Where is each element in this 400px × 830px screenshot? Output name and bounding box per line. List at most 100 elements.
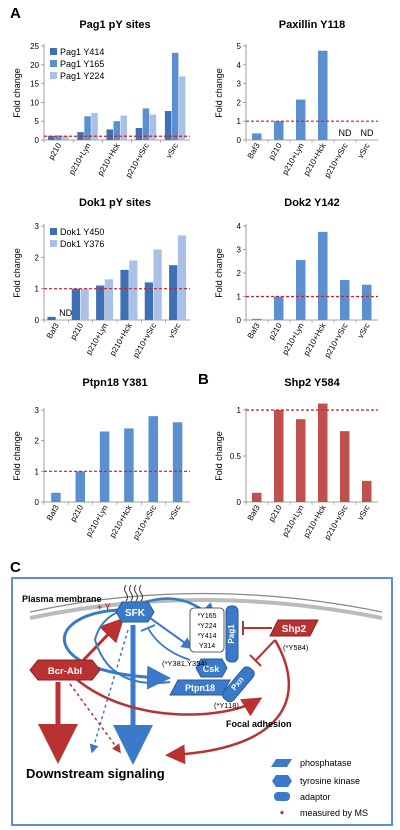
legend-phosphatase-icon	[271, 759, 292, 767]
pag1-bar-0-2	[106, 129, 113, 140]
shp2-label: Shp2	[282, 624, 307, 635]
pag1-bar-2-1	[91, 112, 98, 140]
pag1-xtick-label-1: p210+Lyn	[67, 142, 92, 177]
shp2-bar-0-0	[252, 492, 262, 502]
pag1-ytick-label-3: 15	[30, 80, 39, 89]
sfk-squiggle-3	[134, 584, 138, 602]
dok1-ytick-label-3: 3	[35, 222, 40, 231]
sfk-to-csk-arrow	[149, 617, 194, 650]
pag1-legend-label-0: Pag1 Y414	[60, 47, 104, 57]
chart-ptpn18-y381: Ptpn18 Y381 Fold change 0 1 2 3 Baf3 p210 p210+L…	[12, 377, 190, 541]
pxn-site: (*Y118)	[214, 701, 239, 710]
pxn-bar-0-2	[296, 99, 306, 140]
pag1-xtick-label-4: vSrc	[164, 142, 180, 160]
sfk-squiggle-4	[139, 584, 143, 602]
pag1-bar-1-1	[84, 116, 91, 140]
dok1-ytick-label-2: 2	[35, 253, 40, 262]
pxn-xtick-label-0: Baf3	[246, 141, 262, 160]
dok1-legend-label-0: Dok1 Y450	[60, 227, 104, 237]
legend-phosphatase-label: phosphatase	[300, 758, 352, 768]
sfk-loop-arrow	[63, 608, 171, 690]
ptpn18-xtick-label-2: p210+Lyn	[84, 504, 109, 539]
dok1-bar-1-4	[153, 249, 162, 320]
dok2-ytick-label-1: 1	[237, 293, 242, 302]
pxn-ylabel: Fold change	[214, 68, 224, 118]
pag1-bar-0-3	[135, 127, 143, 140]
dok1-bar-0-0	[47, 316, 56, 320]
pxn-ytick-label-2: 2	[237, 98, 242, 107]
pag1-ytick-label-1: 5	[35, 117, 40, 126]
shp2-inhibits-pxn	[255, 639, 276, 661]
pag1-legend-swatch-0	[50, 48, 57, 55]
pag1-xtick-label-3: p210+vSrc	[124, 142, 151, 180]
sfk-node	[115, 601, 155, 623]
pxn-nd-4: ND	[339, 128, 352, 138]
pxn-ytick-label-4: 4	[237, 61, 242, 70]
shp2-bar-0-1	[274, 410, 284, 502]
pag1-legend-label-1: Pag1 Y165	[60, 59, 104, 69]
panel-letter-b: B	[198, 371, 209, 388]
pxn-node	[222, 666, 255, 703]
shp2-bar-0-3	[318, 403, 328, 502]
shp2-bar-0-4	[340, 431, 350, 502]
pxn-xtick-label-1: p210	[267, 141, 284, 161]
sfk-label: SFK	[125, 608, 146, 619]
dok1-ytick-label-0: 0	[35, 316, 40, 325]
dok1-bar-1-5	[177, 235, 187, 320]
shp2-ytick-label-1: 0.5	[230, 452, 242, 461]
dok2-bar-0-2	[296, 260, 306, 320]
pag1-bar-2-3	[149, 114, 157, 140]
ptpn18-ytick-label-0: 0	[35, 498, 40, 507]
sfk-squiggle-2	[129, 584, 133, 602]
dok2-ytick-label-2: 2	[237, 269, 242, 278]
csk-label: Csk	[203, 664, 221, 674]
pag1-site-3: *Y414	[197, 633, 216, 640]
ptpn18-xtick-label-5: vSrc	[167, 504, 183, 522]
pxn-ytick-label-0: 0	[237, 136, 242, 145]
ptpn18-xtick-label-1: p210	[69, 503, 86, 523]
csk-inhibit-bar	[140, 624, 156, 632]
pxn-ytick-label-3: 3	[237, 80, 242, 89]
pag1-sites-box	[189, 607, 225, 653]
pxn-bar-0-0	[252, 133, 262, 140]
focal-adhesion-label: Focal adhesion	[226, 719, 292, 729]
ptpn18-bar-0-3	[124, 428, 134, 502]
shp2-title: Shp2 Y584	[284, 377, 340, 389]
ptpn18-ytick-label-3: 3	[35, 406, 40, 415]
pag1-ytick-label-2: 10	[30, 98, 39, 107]
membrane-label: Plasma membrane	[22, 594, 102, 604]
pxn-bar-0-3	[318, 50, 328, 141]
pag1-legend-label-2: Pag1 Y224	[60, 71, 104, 81]
pag1-bar-1-0	[55, 135, 62, 140]
pxn-ytick-label-5: 5	[237, 42, 242, 51]
dok1-ytick-label-1: 1	[35, 285, 40, 294]
bcrabl-dotted-arrow	[69, 683, 121, 754]
pag1-xtick-label-0: p210	[47, 141, 64, 161]
dok1-xtick-label-0: Baf3	[45, 321, 61, 340]
pag1-ylabel: Fold change	[12, 68, 22, 118]
csk-inhibits-sfk	[147, 627, 191, 661]
dok1-bar-0-1	[71, 288, 80, 320]
ptpn18-inhibits-sfk	[93, 611, 171, 684]
dok2-xtick-label-5: vSrc	[356, 322, 372, 340]
dok2-bar-0-0	[252, 318, 262, 320]
dok1-title: Dok1 pY sites	[79, 197, 151, 209]
ptpn18-ylabel: Fold change	[12, 431, 22, 481]
pag1-legend-swatch-1	[50, 60, 57, 67]
ptpn18-xtick-label-0: Baf3	[45, 503, 61, 522]
pag1-ytick-label-4: 20	[30, 61, 39, 70]
dok1-ylabel: Fold change	[12, 248, 22, 298]
legend-kinase-label: tyrosine kinase	[300, 776, 360, 786]
ptpn18-xtick-label-4: p210+vSrc	[131, 504, 158, 542]
dok1-legend-label-1: Dok1 Y376	[60, 239, 104, 249]
dok1-xtick-label-3: p210+Hck	[108, 321, 134, 358]
dok1-legend-swatch-0	[50, 228, 57, 235]
shp2-node	[269, 619, 319, 637]
dok1-bar-0-3	[120, 269, 129, 320]
ptpn18-label: Ptpn18	[185, 683, 215, 693]
dok1-xtick-label-5: vSrc	[167, 322, 183, 340]
ptpn18-xtick-label-3: p210+Hck	[108, 503, 134, 540]
dok1-bar-0-2	[96, 285, 105, 320]
panel-letter-c: C	[10, 559, 21, 576]
pag1-site-2: *Y224	[197, 623, 216, 630]
